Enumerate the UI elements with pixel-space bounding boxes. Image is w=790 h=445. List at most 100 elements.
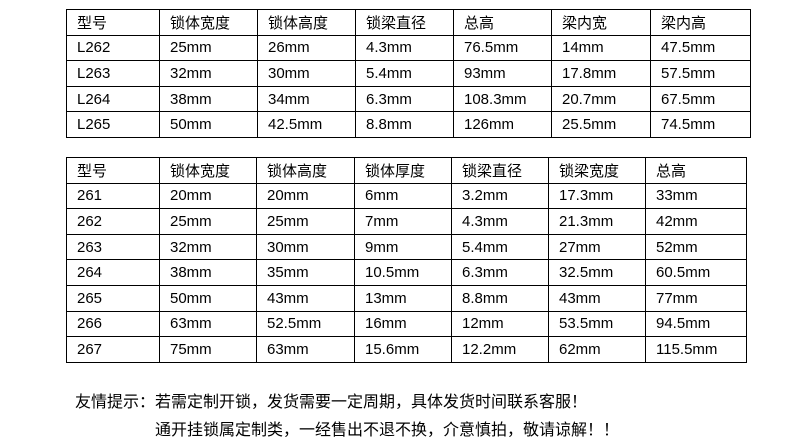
column-header: 梁内宽: [551, 9, 651, 36]
table-cell: 63mm: [256, 336, 355, 363]
table-cell: 17.3mm: [548, 182, 646, 210]
spec-table-L-series: 型号 锁体宽度 锁体高度 锁梁直径 总高 梁内宽 梁内高 L262 25mm 2…: [66, 9, 751, 138]
note-line-1: 若需定制开锁，发货需要一定周期，具体发货时间联系客服！: [155, 393, 588, 411]
table-cell: 115.5mm: [645, 336, 747, 363]
table-row: 266 63mm 52.5mm 16mm 12mm 53.5mm 94.5mm: [66, 310, 747, 338]
table-cell: 34mm: [257, 85, 356, 113]
table-cell: 25.5mm: [551, 111, 651, 138]
table-cell: 25mm: [159, 34, 258, 62]
table-cell: 126mm: [453, 111, 552, 138]
note-line-2: 通开挂锁属定制类，一经售出不退不换，介意慎拍，敬请谅解！！: [155, 421, 620, 439]
table-row: 265 50mm 43mm 13mm 8.8mm 43mm 77mm: [66, 284, 747, 312]
table-cell: 50mm: [159, 284, 257, 312]
table-cell: 12.2mm: [451, 336, 549, 363]
model-cell: 264: [66, 259, 160, 286]
spec-table-2-series: 型号 锁体宽度 锁体高度 锁体厚度 锁梁直径 锁梁宽度 总高 261 20mm …: [66, 156, 747, 363]
table-cell: 42mm: [645, 208, 747, 235]
table-cell: 12mm: [451, 310, 549, 338]
column-header: 锁体高度: [257, 9, 356, 36]
table-cell: 27mm: [548, 233, 646, 261]
table-cell: 25mm: [159, 208, 257, 235]
column-header: 型号: [66, 9, 160, 36]
table-cell: 57.5mm: [650, 60, 751, 87]
table-row: L262 25mm 26mm 4.3mm 76.5mm 14mm 47.5mm: [66, 34, 751, 62]
column-header: 锁梁直径: [355, 9, 454, 36]
table-cell: 93mm: [453, 60, 552, 87]
table-cell: 10.5mm: [354, 259, 452, 286]
table-cell: 21.3mm: [548, 208, 646, 235]
table-cell: 33mm: [645, 182, 747, 210]
table-cell: 4.3mm: [451, 208, 549, 235]
table-row: 264 38mm 35mm 10.5mm 6.3mm 32.5mm 60.5mm: [66, 259, 747, 286]
table-cell: 16mm: [354, 310, 452, 338]
model-cell: L265: [66, 111, 160, 138]
column-header: 梁内高: [650, 9, 751, 36]
model-cell: 262: [66, 208, 160, 235]
table-cell: 3.2mm: [451, 182, 549, 210]
friendly-reminder-note: 友情提示： 若需定制开锁，发货需要一定周期，具体发货时间联系客服！ 通开挂锁属定…: [75, 389, 790, 445]
table-cell: 6.3mm: [355, 85, 454, 113]
model-cell: 263: [66, 233, 160, 261]
model-cell: 261: [66, 182, 160, 210]
table-cell: 62mm: [548, 336, 646, 363]
table-cell: 63mm: [159, 310, 257, 338]
model-cell: L264: [66, 85, 160, 113]
table-cell: 94.5mm: [645, 310, 747, 338]
column-header: 锁体厚度: [354, 156, 452, 184]
table-cell: 47.5mm: [650, 34, 751, 62]
note-text: 若需定制开锁，发货需要一定周期，具体发货时间联系客服！ 通开挂锁属定制类，一经售…: [155, 389, 619, 445]
table-cell: 50mm: [159, 111, 258, 138]
table-header-row: 型号 锁体宽度 锁体高度 锁体厚度 锁梁直径 锁梁宽度 总高: [66, 156, 747, 184]
table-cell: 35mm: [256, 259, 355, 286]
column-header: 锁梁直径: [451, 156, 549, 184]
table-cell: 67.5mm: [650, 85, 751, 113]
column-header: 型号: [66, 156, 160, 184]
table-cell: 32mm: [159, 60, 258, 87]
column-header: 锁梁宽度: [548, 156, 646, 184]
table-row: 263 32mm 30mm 9mm 5.4mm 27mm 52mm: [66, 233, 747, 261]
table-cell: 32mm: [159, 233, 257, 261]
table-cell: 9mm: [354, 233, 452, 261]
column-header: 总高: [453, 9, 552, 36]
table-cell: 15.6mm: [354, 336, 452, 363]
table-cell: 52.5mm: [256, 310, 355, 338]
table-cell: 60.5mm: [645, 259, 747, 286]
column-header: 锁体高度: [256, 156, 355, 184]
column-header: 总高: [645, 156, 747, 184]
table-cell: 25mm: [256, 208, 355, 235]
table-cell: 43mm: [548, 284, 646, 312]
table-cell: 52mm: [645, 233, 747, 261]
table-cell: 30mm: [256, 233, 355, 261]
table-cell: 42.5mm: [257, 111, 356, 138]
table-cell: 17.8mm: [551, 60, 651, 87]
table-row: L263 32mm 30mm 5.4mm 93mm 17.8mm 57.5mm: [66, 60, 751, 87]
note-label: 友情提示：: [75, 393, 156, 411]
table-cell: 5.4mm: [355, 60, 454, 87]
table-row: 261 20mm 20mm 6mm 3.2mm 17.3mm 33mm: [66, 182, 747, 210]
table-cell: 30mm: [257, 60, 356, 87]
table-row: 262 25mm 25mm 7mm 4.3mm 21.3mm 42mm: [66, 208, 747, 235]
table-cell: 38mm: [159, 259, 257, 286]
column-header: 锁体宽度: [159, 156, 257, 184]
table-cell: 5.4mm: [451, 233, 549, 261]
column-header: 锁体宽度: [159, 9, 258, 36]
table-cell: 38mm: [159, 85, 258, 113]
table-cell: 20.7mm: [551, 85, 651, 113]
model-cell: 265: [66, 284, 160, 312]
table-cell: 4.3mm: [355, 34, 454, 62]
table-cell: 32.5mm: [548, 259, 646, 286]
table-cell: 108.3mm: [453, 85, 552, 113]
table-header-row: 型号 锁体宽度 锁体高度 锁梁直径 总高 梁内宽 梁内高: [66, 9, 751, 36]
table-row: L265 50mm 42.5mm 8.8mm 126mm 25.5mm 74.5…: [66, 111, 751, 138]
model-cell: L262: [66, 34, 160, 62]
table-cell: 77mm: [645, 284, 747, 312]
table-cell: 43mm: [256, 284, 355, 312]
table-cell: 6.3mm: [451, 259, 549, 286]
table-cell: 14mm: [551, 34, 651, 62]
table-cell: 26mm: [257, 34, 356, 62]
table-cell: 8.8mm: [451, 284, 549, 312]
table-cell: 20mm: [159, 182, 257, 210]
table-cell: 74.5mm: [650, 111, 751, 138]
table-row: L264 38mm 34mm 6.3mm 108.3mm 20.7mm 67.5…: [66, 85, 751, 113]
